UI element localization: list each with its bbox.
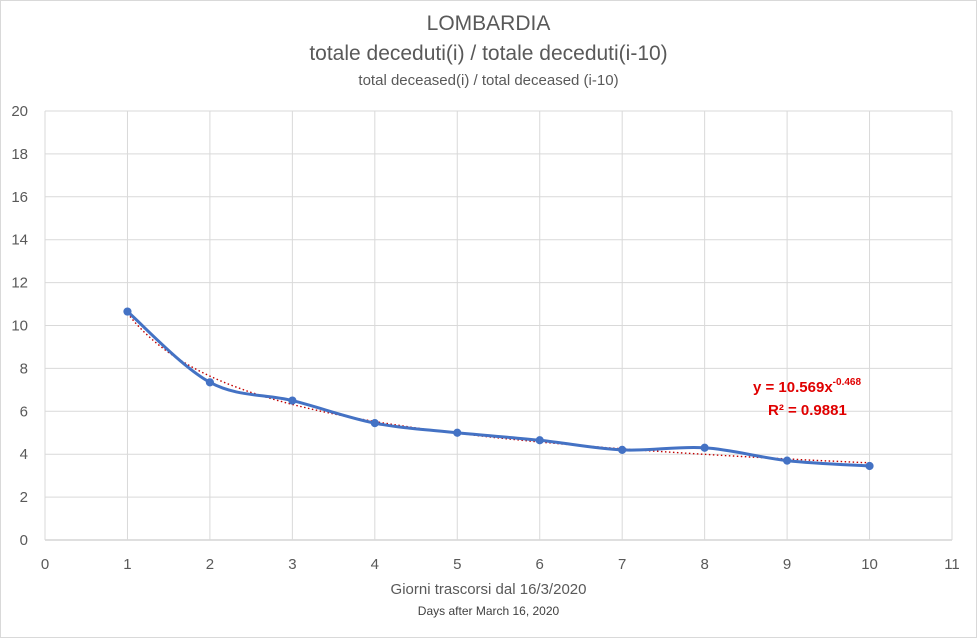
x-tick-label: 5 bbox=[453, 556, 461, 573]
chart-title: LOMBARDIA bbox=[426, 12, 551, 35]
data-point bbox=[205, 378, 215, 387]
y-tick-label: 6 bbox=[20, 403, 28, 420]
x-tick-label: 7 bbox=[618, 556, 626, 573]
data-point bbox=[453, 428, 462, 437]
equation-exponent: -0.468 bbox=[833, 377, 862, 388]
trendline-equation: y = 10.569x-0.468 bbox=[753, 377, 861, 396]
y-tick-label: 2 bbox=[20, 489, 28, 506]
y-tick-label: 0 bbox=[20, 532, 28, 549]
data-point bbox=[288, 396, 297, 405]
equation-base: y = 10.569x bbox=[753, 379, 833, 396]
y-tick-label: 16 bbox=[11, 189, 28, 206]
y-tick-label: 4 bbox=[20, 446, 28, 463]
data-point bbox=[535, 436, 544, 445]
y-tick-label: 20 bbox=[11, 103, 28, 120]
y-tick-label: 10 bbox=[11, 318, 28, 335]
x-axis-label-english: Days after March 16, 2020 bbox=[417, 604, 560, 618]
y-tick-label: 18 bbox=[11, 146, 28, 163]
x-tick-label: 11 bbox=[944, 556, 960, 573]
data-point bbox=[865, 461, 874, 471]
data-points bbox=[123, 307, 874, 471]
y-tick-label: 12 bbox=[11, 275, 28, 292]
data-point bbox=[700, 443, 709, 452]
chart-subtitle-english: total deceased(i) / total deceased (i-10… bbox=[358, 72, 619, 89]
y-tick-label: 14 bbox=[11, 232, 28, 249]
x-tick-label: 4 bbox=[371, 556, 379, 573]
gridlines bbox=[44, 110, 953, 541]
x-tick-label: 6 bbox=[536, 556, 544, 573]
x-tick-label: 0 bbox=[41, 556, 49, 573]
x-tick-label: 10 bbox=[861, 556, 878, 573]
x-tick-label: 1 bbox=[123, 556, 131, 573]
r-squared-label: R² = 0.9881 bbox=[768, 402, 847, 419]
series-line bbox=[126, 310, 870, 468]
x-tick-label: 9 bbox=[783, 556, 791, 573]
chart-subtitle: totale deceduti(i) / totale deceduti(i-1… bbox=[309, 42, 668, 65]
x-tick-label: 2 bbox=[206, 556, 214, 573]
y-tick-label: 8 bbox=[20, 360, 28, 377]
x-tick-label: 8 bbox=[700, 556, 708, 573]
x-axis-label: Giorni trascorsi dal 16/3/2020 bbox=[390, 581, 587, 598]
data-point bbox=[123, 307, 132, 316]
x-tick-label: 3 bbox=[288, 556, 296, 573]
data-point bbox=[370, 418, 379, 428]
data-point bbox=[618, 445, 627, 455]
data-point bbox=[782, 456, 792, 465]
